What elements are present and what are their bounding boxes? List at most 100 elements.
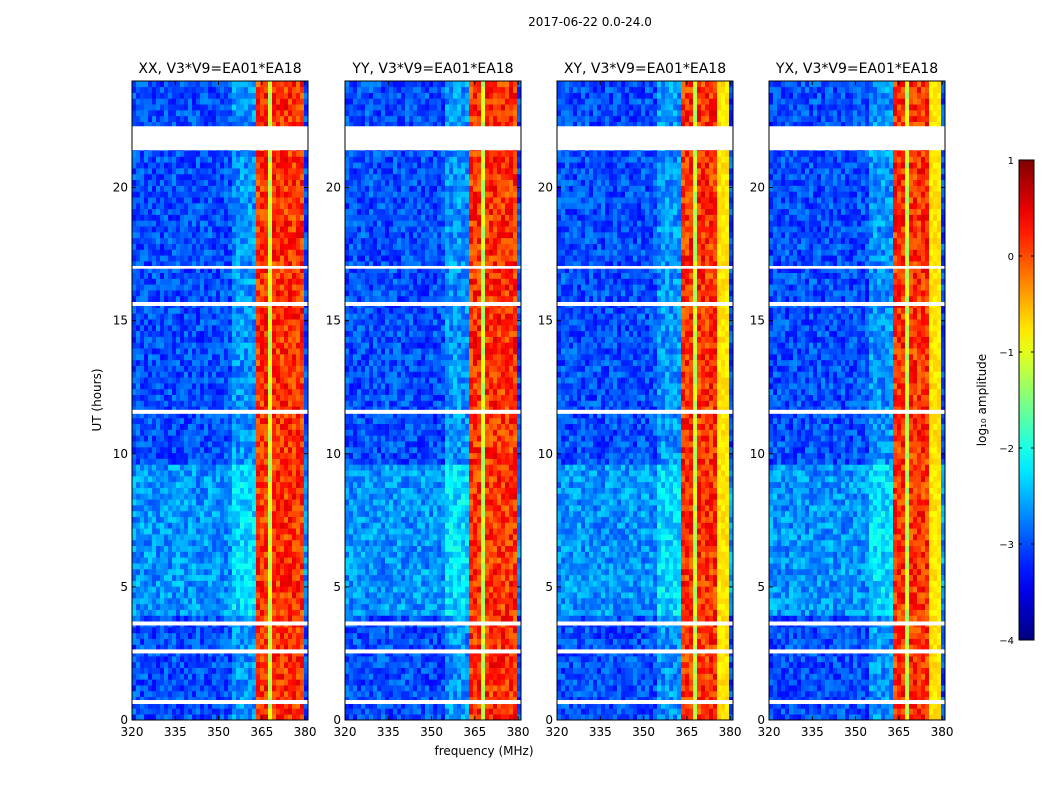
heatmap-cell <box>208 121 213 128</box>
heatmap-cell <box>156 342 161 349</box>
heatmap-cell <box>216 237 221 244</box>
heatmap-cell <box>196 348 201 355</box>
heatmap-cell <box>284 319 289 326</box>
heatmap-cell <box>445 714 450 720</box>
heatmap-cell <box>144 464 149 471</box>
heatmap-cell <box>220 81 225 88</box>
heatmap-cell <box>288 499 293 506</box>
heatmap-cell <box>236 568 241 576</box>
heatmap-cell <box>304 685 308 692</box>
heatmap-cell <box>200 156 205 163</box>
heatmap-cell <box>244 615 249 622</box>
heatmap-cell <box>180 307 185 314</box>
heatmap-cell <box>188 632 193 639</box>
heatmap-cell <box>276 539 281 547</box>
heatmap-cell <box>132 232 137 239</box>
heatmap-cell <box>168 615 173 622</box>
heatmap-cell <box>140 324 145 332</box>
heatmap-cell <box>264 191 269 198</box>
heatmap-cell <box>168 307 173 314</box>
heatmap-cell <box>140 638 145 645</box>
heatmap-cell <box>232 295 237 303</box>
heatmap-cell <box>216 359 221 366</box>
heatmap-cell <box>184 261 189 268</box>
heatmap-cell <box>136 423 141 430</box>
heatmap-cell <box>292 592 297 599</box>
heatmap-cell <box>196 574 201 581</box>
heatmap-cell <box>288 539 293 547</box>
heatmap-cell <box>180 330 185 337</box>
heatmap-cell <box>212 220 217 227</box>
heatmap-cell <box>196 173 201 181</box>
heatmap-cell <box>196 493 201 500</box>
heatmap-cell <box>176 115 181 122</box>
heatmap-cell <box>284 214 289 221</box>
heatmap-cell <box>152 220 157 227</box>
heatmap-cell <box>160 603 165 610</box>
heatmap-cell <box>300 667 305 674</box>
heatmap-cell <box>204 464 209 471</box>
heatmap-cell <box>256 446 261 454</box>
heatmap-cell <box>236 545 241 552</box>
heatmap-cell <box>136 632 141 639</box>
heatmap-cell <box>208 702 213 709</box>
heatmap-cell <box>300 359 305 366</box>
heatmap-cell <box>160 412 165 419</box>
heatmap-cell <box>216 162 221 169</box>
heatmap-cell <box>208 348 213 355</box>
heatmap-cell <box>152 615 157 622</box>
heatmap-cell <box>304 539 308 547</box>
heatmap-cell <box>280 592 285 599</box>
heatmap-cell <box>220 510 225 517</box>
heatmap-cell <box>264 563 269 570</box>
heatmap-cell <box>136 104 141 111</box>
heatmap-cell <box>276 377 281 384</box>
heatmap-cell <box>140 476 145 483</box>
heatmap-cell <box>156 168 161 175</box>
heatmap-cell <box>284 487 289 494</box>
heatmap-cell <box>292 464 297 471</box>
heatmap-cell <box>152 685 157 692</box>
heatmap-cell <box>192 528 197 535</box>
heatmap-cell <box>264 446 269 454</box>
heatmap-cell <box>156 568 161 576</box>
heatmap-cell <box>232 359 237 366</box>
heatmap-cell <box>244 696 249 703</box>
heatmap-cell <box>164 417 169 425</box>
heatmap-cell <box>144 493 149 500</box>
heatmap-cell <box>296 499 301 506</box>
heatmap-cell <box>152 534 157 541</box>
heatmap-cell <box>292 179 297 186</box>
heatmap-cell <box>160 383 165 390</box>
heatmap-cell <box>220 476 225 483</box>
heatmap-cell <box>272 295 277 303</box>
heatmap-cell <box>252 656 257 663</box>
heatmap-cell <box>224 464 229 471</box>
heatmap-cell <box>140 470 145 477</box>
heatmap-cell <box>232 708 237 715</box>
heatmap-cell <box>244 191 249 198</box>
heatmap-cell <box>296 615 301 622</box>
heatmap-cell <box>389 708 394 715</box>
heatmap-cell <box>168 627 173 634</box>
heatmap-cell <box>268 563 273 570</box>
heatmap-cell <box>152 714 157 720</box>
heatmap-cell <box>156 290 161 297</box>
heatmap-cell <box>184 446 189 454</box>
heatmap-cell <box>208 359 213 366</box>
heatmap-cell <box>260 696 265 703</box>
heatmap-cell <box>156 237 161 244</box>
heatmap-cell <box>180 586 185 593</box>
heatmap-cell <box>188 627 193 634</box>
heatmap-cell <box>200 545 205 552</box>
heatmap-cell <box>268 371 273 378</box>
heatmap-cell <box>168 446 173 454</box>
heatmap-cell <box>240 592 245 599</box>
heatmap-cell <box>200 86 205 93</box>
heatmap-cell <box>168 121 173 128</box>
heatmap-cell <box>140 208 145 215</box>
heatmap-cell <box>248 284 253 291</box>
heatmap-cell <box>212 545 217 552</box>
heatmap-cell <box>244 208 249 215</box>
heatmap-cell <box>244 319 249 326</box>
